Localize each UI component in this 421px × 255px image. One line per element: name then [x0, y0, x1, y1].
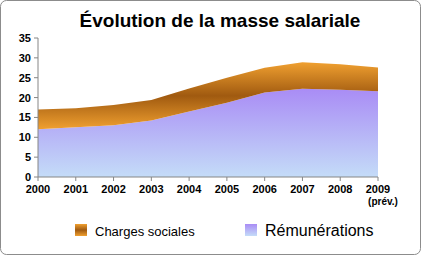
y-tick [34, 117, 38, 118]
x-tick-label: 2000 [26, 183, 50, 195]
legend-label: Charges sociales [95, 224, 195, 239]
legend-label: Rémunérations [265, 222, 374, 239]
area-series [38, 62, 378, 129]
x-tick [75, 177, 76, 181]
x-tick [151, 177, 152, 181]
x-tick [378, 177, 379, 181]
x-tick-label: 2007 [290, 183, 314, 195]
frame [1, 1, 421, 255]
x-tick-label: 2008 [328, 183, 352, 195]
y-tick [34, 77, 38, 78]
y-tick-label: 25 [19, 72, 31, 84]
x-tick [38, 177, 39, 181]
y-axis [38, 38, 39, 177]
y-tick [34, 157, 38, 158]
y-tick-label: 0 [25, 171, 31, 183]
x-tick-label: 2003 [139, 183, 163, 195]
y-tick [34, 38, 38, 39]
y-tick [34, 137, 38, 138]
y-tick-label: 35 [19, 32, 31, 44]
x-tick-label: 2002 [101, 183, 125, 195]
x-tick [340, 177, 341, 181]
x-tick [113, 177, 114, 181]
y-tick-label: 5 [25, 151, 31, 163]
y-tick-label: 20 [19, 92, 31, 104]
y-tick [34, 97, 38, 98]
x-tick-label: 2004 [177, 183, 202, 195]
x-tick-label: 2005 [215, 183, 239, 195]
y-tick-label: 10 [19, 131, 31, 143]
legend-swatch [75, 224, 87, 236]
title: Évolution de la masse salariale [80, 10, 361, 31]
areas [38, 62, 378, 177]
chart: Évolution de la masse salariale 0 5 10 15 20 2… [0, 0, 421, 255]
y-tick [34, 177, 38, 178]
x-tick-label: 2006 [252, 183, 276, 195]
x-axis [38, 177, 378, 178]
x-tick-label: 2009 [366, 183, 390, 195]
x-tick-label: 2001 [64, 183, 88, 195]
x-tick [226, 177, 227, 181]
x-tick [264, 177, 265, 181]
y-tick [34, 57, 38, 58]
x-tick [189, 177, 190, 181]
x-tick [302, 177, 303, 181]
y-tick-label: 15 [19, 111, 31, 123]
annotation: (prév.) [368, 196, 398, 207]
y-tick-label: 30 [19, 52, 31, 64]
legend-swatch [245, 224, 257, 236]
